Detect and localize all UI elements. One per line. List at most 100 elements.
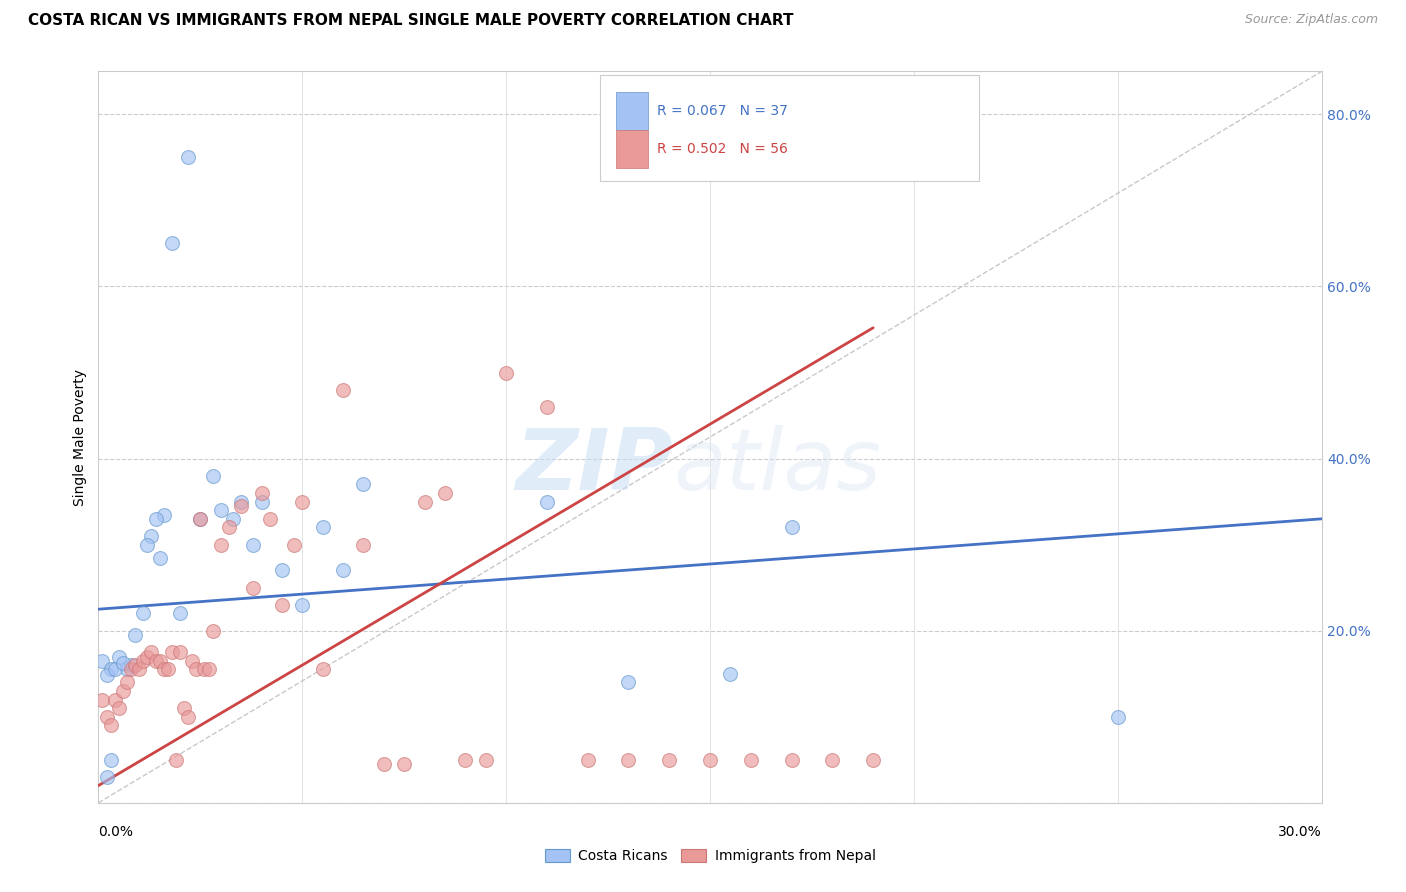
Point xyxy=(392,757,416,772)
Point xyxy=(242,538,264,552)
Point xyxy=(197,662,219,676)
Point xyxy=(862,753,884,767)
Point xyxy=(188,512,212,526)
Point xyxy=(165,753,187,767)
Point xyxy=(160,236,183,251)
Point xyxy=(495,366,517,380)
Point xyxy=(115,675,138,690)
Point xyxy=(132,607,155,621)
FancyBboxPatch shape xyxy=(616,130,648,168)
Point xyxy=(108,649,131,664)
Point xyxy=(136,538,159,552)
Point xyxy=(156,662,179,676)
Point xyxy=(291,598,314,612)
Point xyxy=(124,658,146,673)
Point xyxy=(111,657,134,671)
Point xyxy=(91,654,114,668)
Point xyxy=(332,564,354,578)
Point xyxy=(209,503,232,517)
Text: ZIP: ZIP xyxy=(516,425,673,508)
Text: R = 0.502   N = 56: R = 0.502 N = 56 xyxy=(658,142,789,156)
Point xyxy=(576,753,599,767)
Point xyxy=(259,512,281,526)
Point xyxy=(536,400,558,414)
Point xyxy=(201,624,224,638)
Point xyxy=(100,718,122,732)
Point xyxy=(128,662,150,676)
Point xyxy=(96,710,118,724)
Point xyxy=(136,649,159,664)
Point xyxy=(250,494,273,508)
Point xyxy=(474,753,498,767)
Text: atlas: atlas xyxy=(673,425,882,508)
Point xyxy=(96,668,118,682)
Point xyxy=(91,692,114,706)
Point xyxy=(250,486,273,500)
Point xyxy=(169,645,191,659)
Point xyxy=(152,508,174,522)
Point xyxy=(173,701,195,715)
Point xyxy=(270,564,294,578)
Point xyxy=(780,753,803,767)
Point xyxy=(720,666,742,681)
Point xyxy=(536,494,558,508)
Point xyxy=(222,512,245,526)
Point xyxy=(96,770,118,784)
Y-axis label: Single Male Poverty: Single Male Poverty xyxy=(73,368,87,506)
Point xyxy=(149,654,172,668)
Point xyxy=(149,550,172,565)
Point xyxy=(177,150,200,164)
Point xyxy=(617,675,640,690)
FancyBboxPatch shape xyxy=(600,75,979,181)
Point xyxy=(160,645,183,659)
Point xyxy=(111,684,134,698)
Point xyxy=(186,662,208,676)
Point xyxy=(218,520,240,534)
Point xyxy=(242,581,264,595)
Point xyxy=(780,520,803,534)
Point xyxy=(193,662,215,676)
Point xyxy=(332,383,354,397)
Point xyxy=(108,701,131,715)
Point xyxy=(100,753,122,767)
Point xyxy=(124,628,146,642)
Text: R = 0.067   N = 37: R = 0.067 N = 37 xyxy=(658,103,789,118)
Point xyxy=(312,662,335,676)
Point xyxy=(188,512,212,526)
Point xyxy=(821,753,844,767)
Point xyxy=(145,654,167,668)
Point xyxy=(169,607,191,621)
Point xyxy=(201,468,224,483)
Legend: Costa Ricans, Immigrants from Nepal: Costa Ricans, Immigrants from Nepal xyxy=(538,844,882,869)
Point xyxy=(617,753,640,767)
Point xyxy=(373,757,395,772)
Point xyxy=(740,753,762,767)
Text: Source: ZipAtlas.com: Source: ZipAtlas.com xyxy=(1244,13,1378,27)
Point xyxy=(291,494,314,508)
Point xyxy=(209,538,232,552)
Point xyxy=(413,494,436,508)
Point xyxy=(100,662,122,676)
Point xyxy=(454,753,477,767)
Point xyxy=(141,645,163,659)
Point xyxy=(132,654,155,668)
Point xyxy=(699,753,721,767)
Point xyxy=(352,538,374,552)
Point xyxy=(658,753,681,767)
Point xyxy=(120,658,142,673)
Point xyxy=(120,662,142,676)
Text: 0.0%: 0.0% xyxy=(98,825,134,838)
FancyBboxPatch shape xyxy=(616,92,648,130)
Point xyxy=(231,499,253,513)
Point xyxy=(231,494,253,508)
Point xyxy=(270,598,294,612)
Point xyxy=(1107,710,1129,724)
Point xyxy=(145,512,167,526)
Text: COSTA RICAN VS IMMIGRANTS FROM NEPAL SINGLE MALE POVERTY CORRELATION CHART: COSTA RICAN VS IMMIGRANTS FROM NEPAL SIN… xyxy=(28,13,793,29)
Point xyxy=(312,520,335,534)
Point xyxy=(115,662,138,676)
Point xyxy=(434,486,457,500)
Point xyxy=(104,692,127,706)
Text: 30.0%: 30.0% xyxy=(1278,825,1322,838)
Point xyxy=(181,654,204,668)
